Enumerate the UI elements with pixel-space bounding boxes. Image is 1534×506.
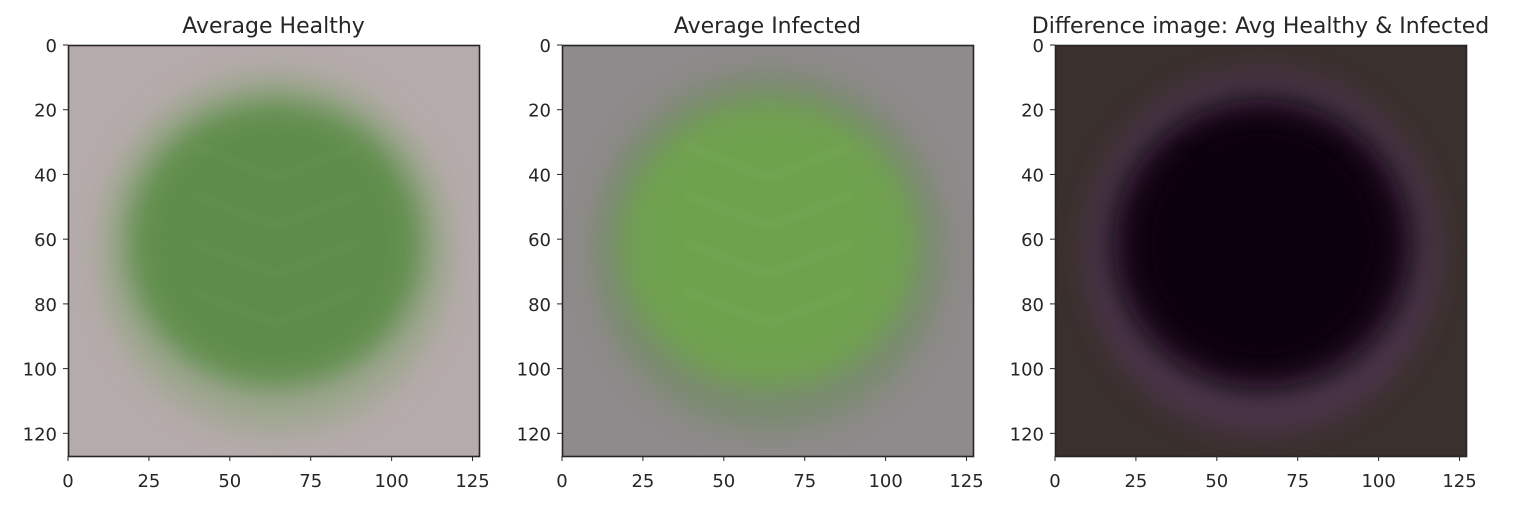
y-tick-label: 40	[34, 165, 57, 186]
leaf-vein	[684, 192, 770, 228]
x-tick-label: 125	[1442, 471, 1476, 492]
leaf-vein	[1177, 143, 1263, 180]
axes-frame	[67, 44, 481, 458]
leaf-vein	[768, 289, 854, 325]
leaf-vein	[274, 192, 360, 228]
leaf-vein	[190, 241, 276, 277]
x-tick-label: 25	[1124, 471, 1147, 492]
y-tick-label: 80	[528, 295, 551, 316]
x-tick-label: 0	[62, 471, 73, 492]
leaf-vein	[274, 241, 360, 277]
image-panel-3	[1055, 45, 1466, 456]
panel-2: Average Infected 0 25 50 75 100 125 0 20 40 60 80 10…	[517, 14, 984, 492]
x-tick-label: 100	[868, 471, 902, 492]
leaf-vein	[190, 192, 276, 228]
y-tick-label: 0	[1033, 36, 1044, 57]
y-tick-label: 80	[34, 295, 57, 316]
y-tick-label: 40	[1021, 165, 1044, 186]
leaf-vein	[1177, 289, 1263, 325]
leaf-vein	[1261, 289, 1347, 325]
x-tick-label: 0	[556, 471, 567, 492]
leaf-vein	[1177, 241, 1263, 277]
leaf-vein	[684, 143, 770, 180]
y-tick-label: 80	[1021, 295, 1044, 316]
x-tick-label: 25	[631, 471, 654, 492]
y-tick-label: 40	[528, 165, 551, 186]
image-panel-1	[68, 45, 479, 456]
leaf-vein	[1261, 143, 1347, 180]
leaf-vein	[768, 192, 854, 228]
leaf-vein	[274, 289, 360, 325]
y-tick-label: 60	[528, 230, 551, 251]
y-tick-label: 0	[46, 36, 57, 57]
leaf-vein	[274, 143, 360, 180]
axes-frame	[561, 44, 975, 458]
leaf-vein	[190, 143, 276, 180]
leaf-vein	[684, 241, 770, 277]
y-tick-label: 20	[528, 101, 551, 122]
x-tick-label: 100	[374, 471, 408, 492]
leaf-vein	[684, 289, 770, 325]
panel-3: Difference image: Avg Healthy & Infected…	[1010, 14, 1490, 492]
x-tick-label: 0	[1049, 471, 1060, 492]
leaf-vein	[768, 241, 854, 277]
y-tick-label: 60	[1021, 230, 1044, 251]
panel-1: Average Healthy 0 25 50 75 100 125 0 20 40 60 80 100…	[23, 14, 490, 492]
leaf-vein	[1177, 192, 1263, 228]
y-tick-label: 120	[517, 424, 551, 445]
leaf-vein	[768, 143, 854, 180]
panel-title: Average Healthy	[182, 14, 365, 39]
panel-title: Average Infected	[674, 14, 861, 39]
image-panel-2	[562, 45, 973, 456]
y-tick-label: 120	[1010, 424, 1044, 445]
x-tick-label: 100	[1361, 471, 1395, 492]
y-tick-label: 20	[34, 101, 57, 122]
leaf-vein	[190, 289, 276, 325]
leaf-vein	[1261, 241, 1347, 277]
x-tick-label: 75	[793, 471, 816, 492]
y-tick-label: 20	[1021, 101, 1044, 122]
y-tick-label: 120	[23, 424, 57, 445]
x-tick-label: 50	[1205, 471, 1228, 492]
y-tick-label: 60	[34, 230, 57, 251]
x-tick-label: 50	[712, 471, 735, 492]
axes-frame	[1054, 44, 1468, 458]
leaf-vein	[1261, 192, 1347, 228]
x-tick-label: 50	[218, 471, 241, 492]
x-tick-label: 125	[455, 471, 489, 492]
x-tick-label: 25	[137, 471, 160, 492]
x-tick-label: 125	[949, 471, 983, 492]
y-tick-label: 100	[1010, 360, 1044, 381]
y-tick-label: 0	[540, 36, 551, 57]
y-tick-label: 100	[517, 360, 551, 381]
x-tick-label: 75	[1286, 471, 1309, 492]
y-tick-label: 100	[23, 360, 57, 381]
panel-title: Difference image: Avg Healthy & Infected	[1032, 14, 1489, 39]
x-tick-label: 75	[299, 471, 322, 492]
